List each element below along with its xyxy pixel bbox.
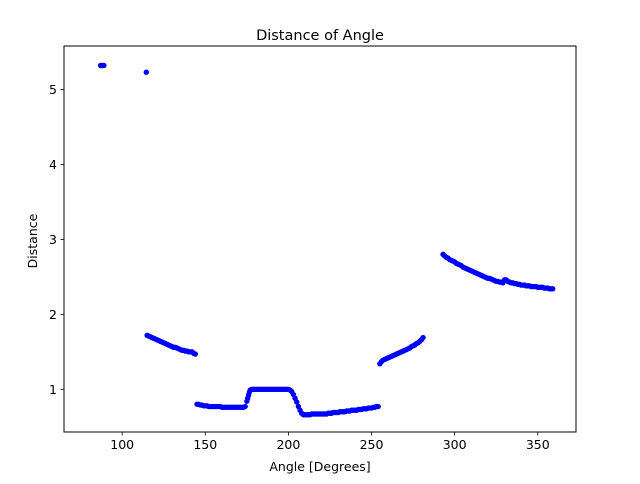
data-point <box>101 62 107 69</box>
y-tick-label: 3 <box>49 232 57 247</box>
x-tick-label: 200 <box>276 437 300 452</box>
data-point <box>242 403 248 410</box>
data-point <box>192 351 199 357</box>
x-tick-label: 250 <box>360 437 384 452</box>
x-axis-ticks: 100 150 200 250 300 350 <box>110 432 550 452</box>
y-tick-label: 5 <box>49 82 57 97</box>
y-axis-ticks: 1 2 3 4 5 <box>49 82 64 397</box>
data-points <box>97 62 556 418</box>
x-tick-label: 350 <box>526 437 550 452</box>
y-tick-label: 4 <box>49 157 57 172</box>
plot-area-frame <box>63 45 577 433</box>
y-tick-label: 1 <box>49 382 57 397</box>
chart-title: Distance of Angle <box>256 28 384 44</box>
data-point <box>375 403 381 410</box>
data-point <box>143 69 149 75</box>
x-tick-label: 100 <box>110 437 134 452</box>
x-tick-label: 150 <box>193 437 217 452</box>
x-axis-label: Angle [Degrees] <box>269 459 370 474</box>
data-point <box>294 399 300 405</box>
x-tick-label: 300 <box>443 437 467 452</box>
y-tick-label: 2 <box>49 307 57 322</box>
data-point <box>420 334 426 341</box>
data-point <box>550 286 556 292</box>
y-axis-label: Distance <box>25 213 40 268</box>
